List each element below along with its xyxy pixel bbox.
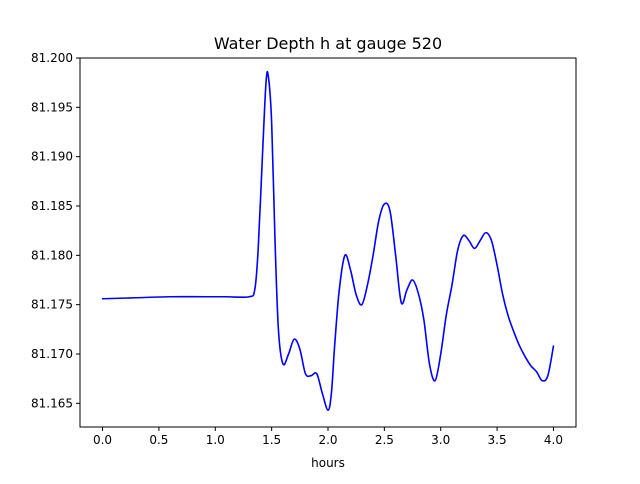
chart-title: Water Depth h at gauge 520 (214, 34, 442, 53)
x-tick-label: 3.0 (431, 433, 450, 447)
series-line (101, 70, 555, 412)
x-axis-label: hours (311, 456, 345, 470)
x-tick-label: 2.0 (318, 433, 337, 447)
x-tick-label: 4.0 (544, 433, 563, 447)
y-tick-label: 81.175 (31, 298, 73, 312)
y-tick-label: 81.180 (31, 248, 73, 262)
x-tick-label: 0.5 (149, 433, 168, 447)
x-tick-label: 3.5 (488, 433, 507, 447)
x-tick-label: 1.5 (262, 433, 281, 447)
x-tick-label: 0.0 (93, 433, 112, 447)
x-tick-label: 1.0 (206, 433, 225, 447)
y-tick-label: 81.165 (31, 396, 73, 410)
y-tick-label: 81.185 (31, 199, 73, 213)
y-tick-label: 81.200 (31, 51, 73, 65)
y-tick-label: 81.190 (31, 150, 73, 164)
plot-area-frame (79, 57, 577, 428)
x-tick-label: 2.5 (375, 433, 394, 447)
y-tick-label: 81.170 (31, 347, 73, 361)
y-tick-label: 81.195 (31, 100, 73, 114)
